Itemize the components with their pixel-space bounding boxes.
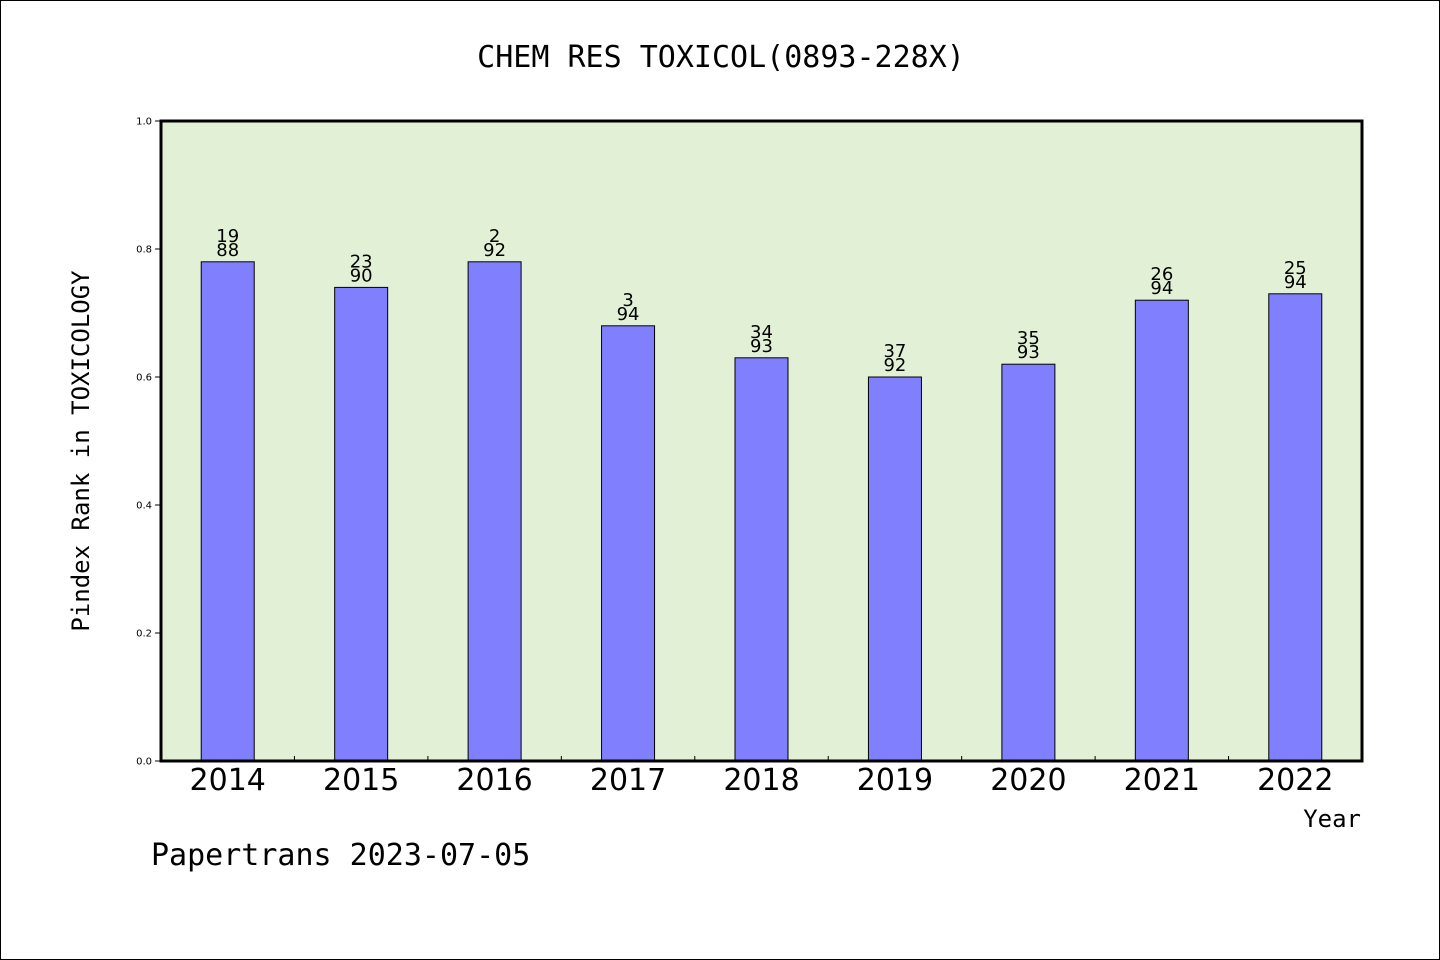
plot-border xyxy=(159,119,1364,763)
rank-label-2019: 37 xyxy=(883,341,906,362)
x-tick-label-2019: 2019 xyxy=(857,763,933,798)
total-label-2017: 94 xyxy=(617,304,640,325)
total-label-2021: 94 xyxy=(1150,278,1173,299)
bar-2017 xyxy=(601,325,656,762)
total-label-2020: 93 xyxy=(1017,342,1040,363)
total-label-2016: 92 xyxy=(483,240,506,261)
x-tick-label-2022: 2022 xyxy=(1257,763,1333,798)
bars-layer xyxy=(200,261,1323,762)
bar-2018 xyxy=(734,357,789,762)
y-tick-label-0.0: 0.0 xyxy=(136,757,152,768)
x-tick-label-2016: 2016 xyxy=(456,763,532,798)
rank-label-2022: 25 xyxy=(1284,258,1307,279)
rank-label-2015: 23 xyxy=(350,251,373,272)
bar-2019 xyxy=(867,376,922,762)
bar-2015 xyxy=(334,286,389,762)
total-label-2022: 94 xyxy=(1284,272,1307,293)
y-axis: 0.0 0.2 0.4 0.6 0.8 1.0 xyxy=(136,117,161,768)
bar-2020 xyxy=(1001,363,1056,762)
total-label-2019: 92 xyxy=(883,355,906,376)
x-axis-title: Year xyxy=(1303,805,1361,833)
y-tick-label-0.4: 0.4 xyxy=(136,501,152,512)
y-axis-title: Pindex Rank in TOXICOLOGY xyxy=(67,270,95,632)
x-tick-label-2020: 2020 xyxy=(990,763,1066,798)
bar-2021 xyxy=(1134,299,1189,762)
rank-label-2018: 34 xyxy=(750,322,773,343)
rank-label-2017: 3 xyxy=(622,290,633,311)
total-label-2014: 88 xyxy=(216,240,239,261)
y-tick-label-1.0: 1.0 xyxy=(136,117,152,128)
rank-label-2021: 26 xyxy=(1150,264,1173,285)
x-tick-label-2018: 2018 xyxy=(723,763,799,798)
total-label-2015: 90 xyxy=(350,265,373,286)
rank-label-2016: 2 xyxy=(489,226,500,247)
rank-label-2020: 35 xyxy=(1017,328,1040,349)
y-tick-label-0.6: 0.6 xyxy=(136,373,152,384)
y-tick-label-0.2: 0.2 xyxy=(136,629,152,640)
x-tick-label-2015: 2015 xyxy=(323,763,399,798)
chart-title: CHEM RES TOXICOL(0893-228X) xyxy=(477,40,965,75)
rank-label-2014: 19 xyxy=(216,226,239,247)
y-tick-label-0.8: 0.8 xyxy=(136,245,152,256)
x-axis: 2014 2015 2016 2017 2018 2019 2020 2021 2022 xyxy=(190,756,1333,798)
bar-2014 xyxy=(200,261,255,762)
bar-2022 xyxy=(1268,293,1323,762)
bar-2016 xyxy=(467,261,522,762)
x-tick-label-2014: 2014 xyxy=(190,763,266,798)
footer-watermark: Papertrans 2023-07-05 xyxy=(151,838,530,873)
x-tick-label-2021: 2021 xyxy=(1124,763,1200,798)
x-tick-label-2017: 2017 xyxy=(590,763,666,798)
total-label-2018: 93 xyxy=(750,336,773,357)
